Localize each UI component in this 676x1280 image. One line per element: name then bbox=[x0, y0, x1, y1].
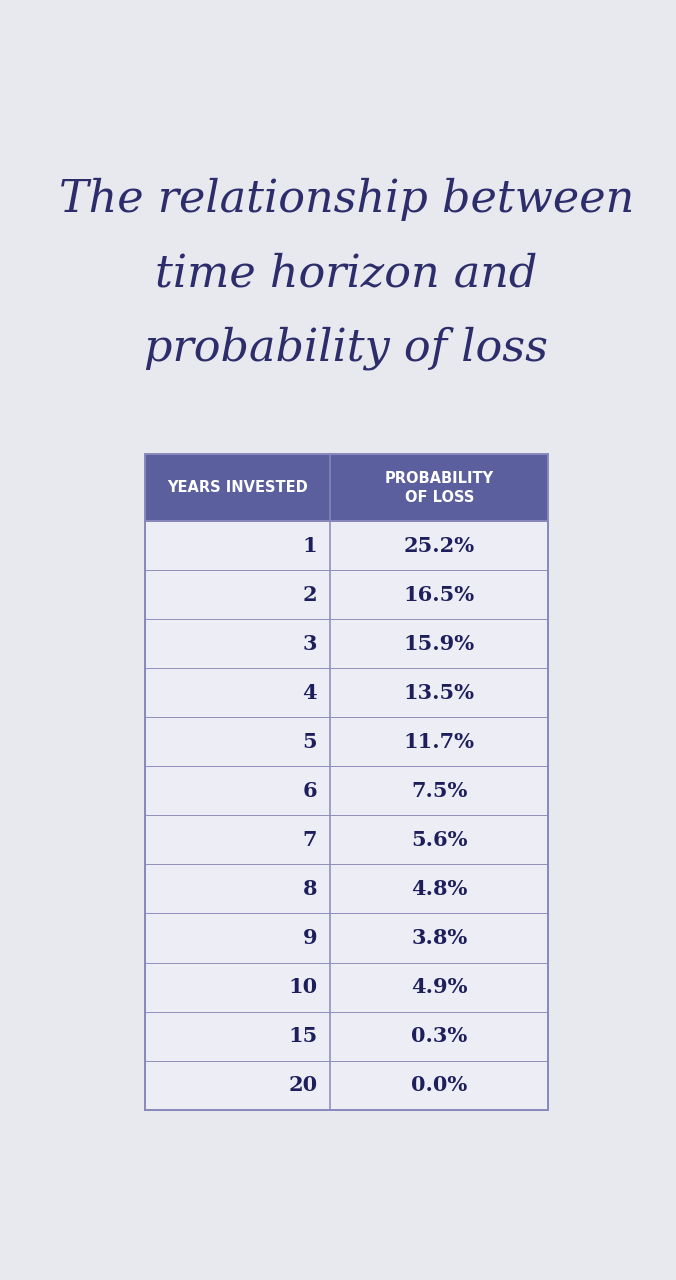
Text: The relationship between: The relationship between bbox=[59, 178, 634, 221]
Text: 7.5%: 7.5% bbox=[411, 781, 467, 801]
Bar bbox=[145, 454, 548, 521]
Text: 4.9%: 4.9% bbox=[411, 977, 468, 997]
Text: 3.8%: 3.8% bbox=[411, 928, 467, 948]
Text: YEARS INVESTED: YEARS INVESTED bbox=[167, 480, 308, 495]
Text: 2: 2 bbox=[303, 585, 317, 604]
Text: PROBABILITY
OF LOSS: PROBABILITY OF LOSS bbox=[385, 471, 493, 504]
Text: 20: 20 bbox=[288, 1075, 317, 1096]
Bar bbox=[145, 914, 548, 963]
Text: 13.5%: 13.5% bbox=[404, 682, 475, 703]
Text: 16.5%: 16.5% bbox=[404, 585, 475, 604]
Text: 15.9%: 15.9% bbox=[404, 634, 475, 654]
Text: 3: 3 bbox=[303, 634, 317, 654]
Bar bbox=[145, 963, 548, 1011]
Text: 4: 4 bbox=[303, 682, 317, 703]
Bar bbox=[145, 864, 548, 914]
Text: 11.7%: 11.7% bbox=[404, 732, 475, 751]
Bar bbox=[145, 521, 548, 571]
Text: probability of loss: probability of loss bbox=[145, 326, 548, 370]
Text: 6: 6 bbox=[303, 781, 317, 801]
Bar bbox=[145, 668, 548, 717]
Text: 0.3%: 0.3% bbox=[411, 1027, 467, 1046]
Text: 8: 8 bbox=[303, 879, 317, 899]
Text: time horizon and: time horizon and bbox=[155, 252, 537, 296]
Text: 0.0%: 0.0% bbox=[411, 1075, 467, 1096]
Bar bbox=[145, 1011, 548, 1061]
Bar bbox=[145, 454, 548, 1110]
Bar bbox=[145, 815, 548, 864]
Bar bbox=[145, 1061, 548, 1110]
Bar bbox=[145, 767, 548, 815]
Text: 25.2%: 25.2% bbox=[404, 536, 475, 556]
Text: 10: 10 bbox=[288, 977, 317, 997]
Bar bbox=[145, 571, 548, 620]
Text: 9: 9 bbox=[303, 928, 317, 948]
Bar bbox=[145, 620, 548, 668]
Text: 5.6%: 5.6% bbox=[411, 829, 468, 850]
Text: 1: 1 bbox=[303, 536, 317, 556]
Text: 7: 7 bbox=[303, 829, 317, 850]
Text: 15: 15 bbox=[288, 1027, 317, 1046]
Text: 4.8%: 4.8% bbox=[411, 879, 467, 899]
Text: 5: 5 bbox=[303, 732, 317, 751]
Bar bbox=[145, 717, 548, 767]
